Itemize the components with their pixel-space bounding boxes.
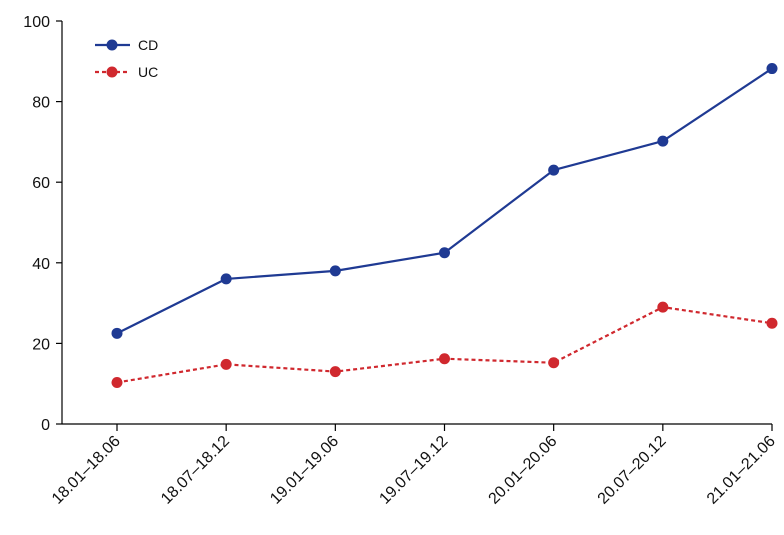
series-line-cd [116, 67, 773, 335]
data-point-cd [657, 135, 669, 147]
x-tick-label: 20.01–20.06 [486, 433, 561, 508]
y-tick-label: 20 [32, 336, 50, 353]
y-tick-label: 100 [23, 14, 50, 31]
data-point-uc [766, 317, 778, 329]
data-point-cd [220, 273, 232, 285]
data-point-uc [329, 366, 341, 378]
data-point-cd [439, 247, 450, 259]
data-point-cd [329, 265, 341, 277]
legend-label: CD [138, 37, 158, 53]
legend-label: UC [138, 64, 158, 80]
axes [61, 21, 772, 425]
y-ticks: 0 20 40 60 80 100 [23, 14, 62, 434]
data-point-cd [766, 63, 778, 75]
legend: CD UC [95, 37, 158, 80]
series-cd [111, 63, 778, 339]
x-tick-label: 18.01–18.06 [49, 433, 124, 508]
data-point-uc [548, 357, 560, 369]
x-ticks: 18.01–18.06 18.07–18.12 19.01–19.06 19.07–1… [49, 424, 779, 508]
legend-swatch-marker [106, 39, 118, 51]
x-tick-label: 19.01–19.06 [267, 433, 342, 508]
data-point-uc [439, 353, 450, 365]
legend-item-cd: CD [95, 37, 158, 53]
y-tick-label: 40 [32, 256, 50, 273]
x-tick-label: 19.07–19.12 [376, 433, 451, 508]
y-tick-label: 60 [32, 175, 50, 192]
data-point-uc [111, 376, 123, 388]
legend-swatch-marker [106, 66, 118, 78]
y-tick-label: 80 [32, 95, 50, 112]
data-point-cd [111, 327, 123, 339]
y-tick-label: 0 [41, 417, 50, 434]
legend-item-uc: UC [95, 64, 158, 80]
series-line-uc [116, 306, 773, 384]
x-tick-label: 20.07–20.12 [595, 433, 670, 508]
x-tick-label: 21.01–21.06 [704, 433, 779, 508]
data-point-cd [548, 164, 560, 176]
x-tick-label: 18.07–18.12 [158, 433, 233, 508]
series-layer [111, 63, 778, 388]
series-uc [111, 301, 778, 388]
data-point-uc [657, 301, 669, 313]
data-point-uc [220, 358, 232, 370]
